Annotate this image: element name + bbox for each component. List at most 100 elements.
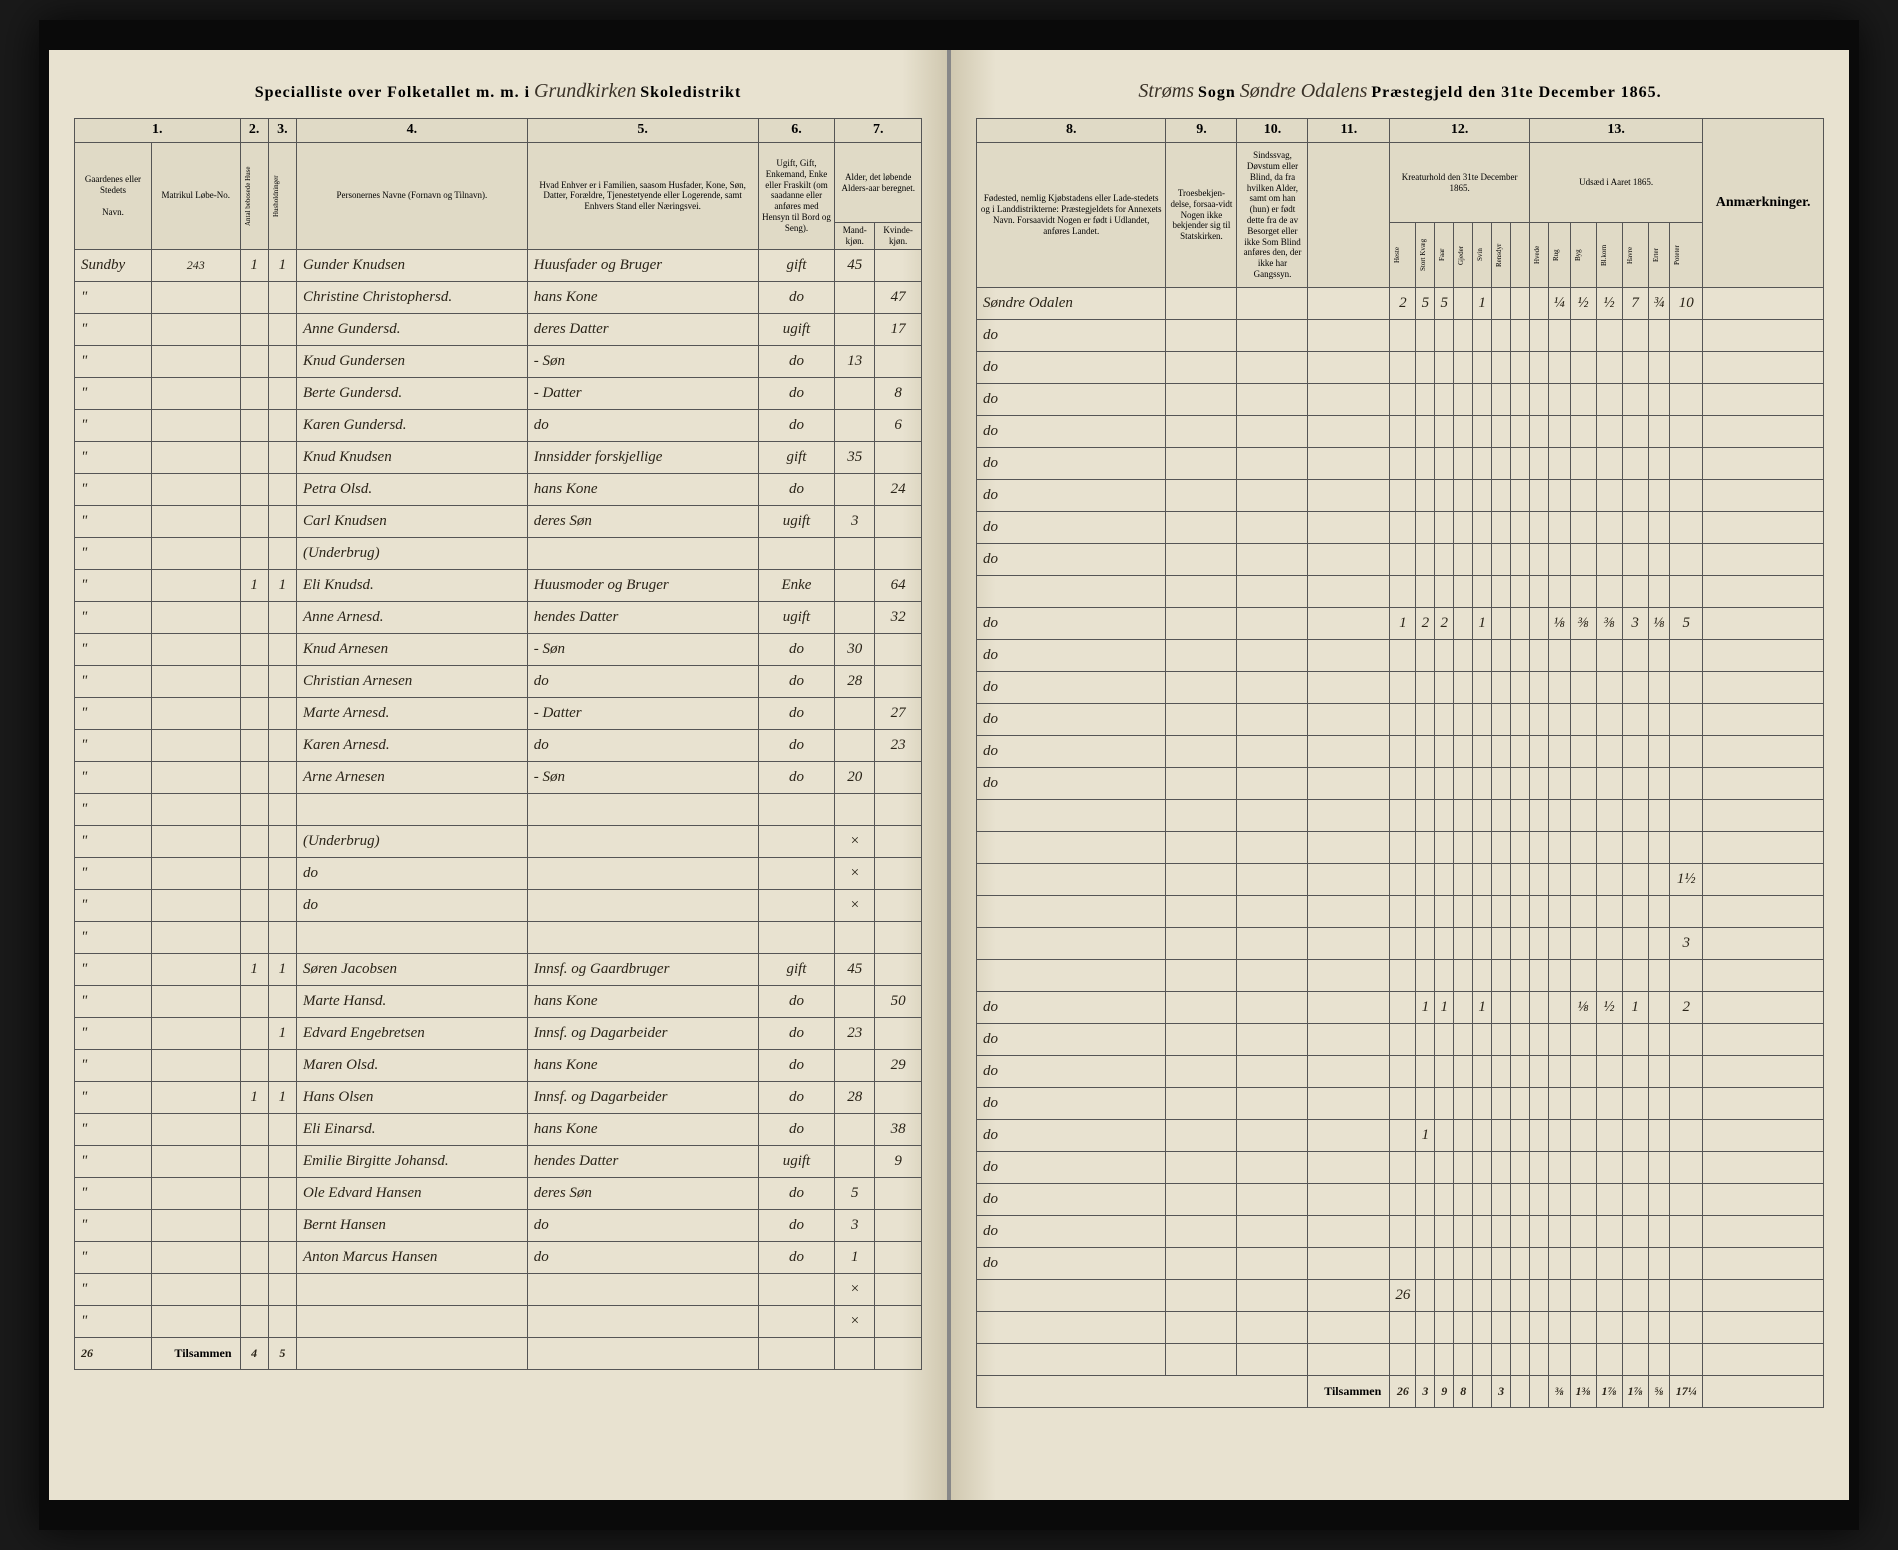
- farm-name: ": [75, 633, 152, 665]
- livestock-cell: [1454, 480, 1473, 512]
- col11: [1308, 288, 1390, 320]
- col11: [1308, 576, 1390, 608]
- livestock-cell: [1511, 448, 1530, 480]
- crop-cell: [1529, 448, 1548, 480]
- crop-cell: [1529, 960, 1548, 992]
- age-female: 6: [875, 409, 922, 441]
- crop-sum: [1529, 1376, 1548, 1408]
- house-count: [240, 473, 268, 505]
- religion: [1166, 928, 1237, 960]
- table-row: " Maren Olsd. hans Kone do 29: [75, 1049, 922, 1081]
- age-male: [835, 1113, 875, 1145]
- crop-cell: [1622, 864, 1648, 896]
- crop-cell: [1648, 320, 1670, 352]
- religion: [1166, 1088, 1237, 1120]
- sub-c5: Hvad Enhver er i Familien, saasom Husfad…: [527, 143, 758, 250]
- crop-cell: [1596, 704, 1622, 736]
- relation: hans Kone: [527, 473, 758, 505]
- col11: [1308, 352, 1390, 384]
- farm-name: ": [75, 441, 152, 473]
- livestock-cell: [1416, 1152, 1435, 1184]
- livestock-cell: [1390, 384, 1416, 416]
- livestock-cell: [1435, 416, 1454, 448]
- remarks: [1703, 672, 1824, 704]
- crop-cell: [1596, 384, 1622, 416]
- remarks: [1703, 832, 1824, 864]
- table-row: " do ×: [75, 889, 922, 921]
- age-male: [835, 921, 875, 953]
- livestock-cell: [1416, 416, 1435, 448]
- household-count: [268, 633, 296, 665]
- crop-cell: [1596, 768, 1622, 800]
- disability: [1237, 352, 1308, 384]
- livestock-cell: [1435, 960, 1454, 992]
- crop-cell: ½: [1570, 288, 1596, 320]
- disability: [1237, 1312, 1308, 1344]
- col11: [1308, 704, 1390, 736]
- age-female: [875, 1273, 922, 1305]
- livestock-cell: [1454, 1248, 1473, 1280]
- house-count: [240, 537, 268, 569]
- birthplace: [977, 928, 1166, 960]
- livestock-cell: [1473, 896, 1492, 928]
- age-male: 3: [835, 505, 875, 537]
- relation: do: [527, 665, 758, 697]
- livestock-cell: [1492, 864, 1511, 896]
- col11: [1308, 320, 1390, 352]
- livestock-cell: [1435, 736, 1454, 768]
- religion: [1166, 1216, 1237, 1248]
- sub-c6: Ugift, Gift, Enkemand, Enke eller Fraski…: [758, 143, 835, 250]
- crop-cell: [1648, 928, 1670, 960]
- civil-status: [758, 537, 835, 569]
- farm-name: ": [75, 505, 152, 537]
- crop-cell: [1622, 832, 1648, 864]
- col11: [1308, 1120, 1390, 1152]
- crop-cell: [1570, 832, 1596, 864]
- col11: [1308, 1056, 1390, 1088]
- house-count: [240, 921, 268, 953]
- livestock-cell: [1492, 320, 1511, 352]
- table-row: " (Underbrug) ×: [75, 825, 922, 857]
- disability: [1237, 1184, 1308, 1216]
- crop-cell: [1596, 1184, 1622, 1216]
- livestock-cell: [1492, 640, 1511, 672]
- table-row: do: [977, 416, 1824, 448]
- table-row: do: [977, 640, 1824, 672]
- crop-header: Erter: [1648, 223, 1670, 288]
- disability: [1237, 608, 1308, 640]
- livestock-header: Stort Kvæg: [1416, 223, 1435, 288]
- age-female: [875, 345, 922, 377]
- crop-cell: [1670, 576, 1703, 608]
- house-count: [240, 281, 268, 313]
- birthplace: do: [977, 416, 1166, 448]
- civil-status: ugift: [758, 1145, 835, 1177]
- crop-sum: 17¼: [1670, 1376, 1703, 1408]
- livestock-cell: [1390, 736, 1416, 768]
- crop-cell: [1648, 640, 1670, 672]
- age-male: 1: [835, 1241, 875, 1273]
- crop-cell: ⅜: [1570, 608, 1596, 640]
- age-female: [875, 537, 922, 569]
- crop-cell: [1570, 416, 1596, 448]
- house-count: [240, 793, 268, 825]
- age-male: 23: [835, 1017, 875, 1049]
- col-12: 12.: [1390, 119, 1530, 143]
- household-count: [268, 793, 296, 825]
- table-row: " (Underbrug): [75, 537, 922, 569]
- crop-cell: [1622, 544, 1648, 576]
- header-date: Præstegjeld den 31te December 1865.: [1371, 84, 1661, 101]
- remarks: [1703, 1056, 1824, 1088]
- crop-cell: [1670, 896, 1703, 928]
- livestock-cell: [1473, 800, 1492, 832]
- house-count: [240, 825, 268, 857]
- livestock-cell: [1492, 288, 1511, 320]
- religion: [1166, 416, 1237, 448]
- table-row: " Bernt Hansen do do 3: [75, 1209, 922, 1241]
- remarks: [1703, 320, 1824, 352]
- table-row: [977, 1344, 1824, 1376]
- religion: [1166, 448, 1237, 480]
- birthplace: do: [977, 480, 1166, 512]
- house-count: 1: [240, 1081, 268, 1113]
- disability: [1237, 768, 1308, 800]
- house-count: [240, 665, 268, 697]
